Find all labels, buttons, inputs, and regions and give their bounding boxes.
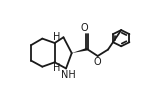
Text: H: H [53,63,60,73]
Polygon shape [72,48,88,53]
Text: O: O [80,23,88,33]
Text: O: O [93,57,101,67]
Text: H: H [53,32,60,42]
Text: NH: NH [61,70,76,80]
